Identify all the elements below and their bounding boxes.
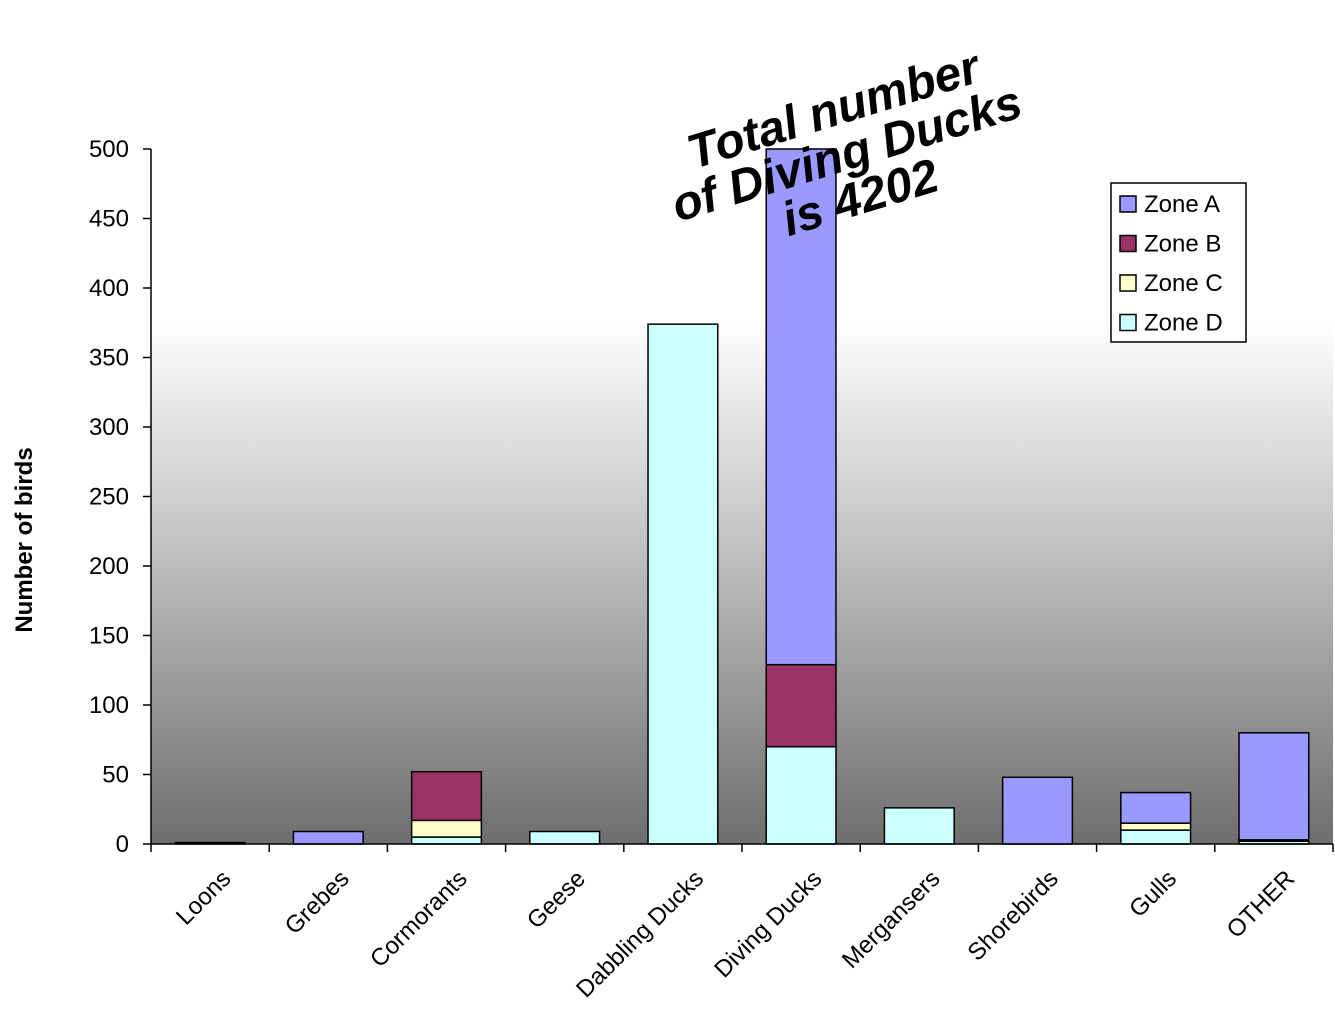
legend-swatch-zone-b bbox=[1119, 234, 1137, 253]
bar-gulls-zone-d bbox=[1120, 829, 1192, 845]
x-tick-label-mergansers: Mergansers bbox=[837, 865, 946, 974]
x-tick-label-gulls: Gulls bbox=[1124, 865, 1182, 923]
y-tick-label-0: 0 bbox=[116, 831, 129, 858]
x-tick-label-other: OTHER bbox=[1222, 865, 1300, 943]
x-tick-label-shorebirds: Shorebirds bbox=[963, 865, 1064, 966]
bar-cormorants-zone-b bbox=[410, 770, 483, 822]
bar-other-zone-a bbox=[1238, 732, 1310, 841]
bar-diving-ducks-zone-b bbox=[765, 663, 837, 748]
bar-dabbling-ducks-zone-d bbox=[647, 323, 719, 845]
y-tick-label-450: 450 bbox=[89, 206, 129, 233]
legend-swatch-zone-a bbox=[1119, 195, 1137, 213]
bar-geese-zone-d bbox=[529, 830, 601, 845]
bar-gulls-zone-c bbox=[1120, 822, 1192, 831]
bar-diving-ducks-zone-a bbox=[765, 148, 837, 666]
bar-cormorants-zone-d bbox=[410, 836, 483, 845]
x-tick-label-dabbling-ducks: Dabbling Ducks bbox=[571, 865, 709, 1003]
y-tick-label-500: 500 bbox=[89, 136, 129, 163]
y-tick-label-200: 200 bbox=[89, 553, 129, 580]
axes-layer bbox=[143, 148, 1334, 852]
legend-label-zone-a: Zone A bbox=[1144, 191, 1220, 218]
x-tick-label-diving-ducks: Diving Ducks bbox=[709, 865, 827, 983]
y-tick-label-400: 400 bbox=[89, 275, 129, 302]
bar-cormorants-zone-c bbox=[410, 819, 483, 838]
x-tick-label-cormorants: Cormorants bbox=[365, 865, 473, 973]
legend-swatch-zone-d bbox=[1119, 313, 1137, 332]
x-tick-label-geese: Geese bbox=[522, 865, 591, 934]
bar-grebes-zone-a bbox=[292, 830, 364, 845]
y-tick-label-100: 100 bbox=[89, 692, 129, 719]
legend: Zone A Zone B Zone C Zone D bbox=[1110, 182, 1247, 343]
bar-mergansers-zone-d bbox=[883, 807, 955, 845]
x-tick-label-grebes: Grebes bbox=[280, 865, 355, 940]
x-tick-label-loons: Loons bbox=[171, 865, 236, 930]
y-tick-label-300: 300 bbox=[89, 414, 129, 441]
bar-gulls-zone-a bbox=[1120, 791, 1192, 824]
y-tick-label-50: 50 bbox=[102, 762, 129, 789]
legend-label-zone-c: Zone C bbox=[1144, 270, 1223, 297]
y-axis-title: Number of birds bbox=[11, 447, 38, 632]
bar-diving-ducks-zone-d bbox=[765, 745, 837, 845]
bar-shorebirds-zone-a bbox=[1001, 776, 1074, 845]
y-tick-label-250: 250 bbox=[89, 484, 129, 511]
legend-label-zone-b: Zone B bbox=[1144, 231, 1221, 258]
y-tick-label-350: 350 bbox=[89, 345, 129, 372]
legend-label-zone-d: Zone D bbox=[1144, 310, 1223, 337]
y-tick-label-150: 150 bbox=[89, 623, 129, 650]
legend-swatch-zone-c bbox=[1119, 274, 1137, 292]
bars-layer bbox=[174, 148, 1310, 845]
